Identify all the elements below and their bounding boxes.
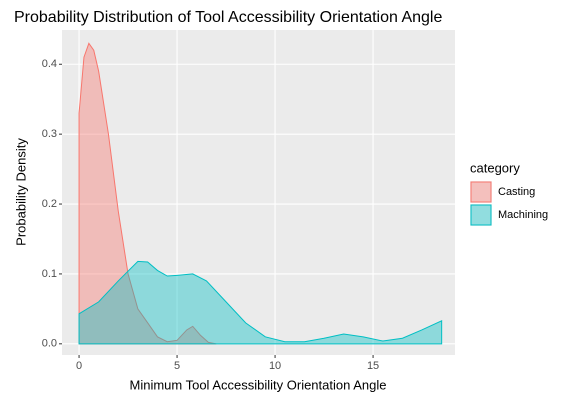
legend-key-bg — [470, 204, 492, 226]
chart-title: Probability Distribution of Tool Accessi… — [14, 9, 442, 26]
plot-panel — [62, 30, 455, 355]
density-area — [78, 42, 217, 345]
legend-key-bg — [470, 181, 492, 203]
legend-key — [470, 181, 492, 203]
x-tick-label: 0 — [76, 360, 82, 372]
x-tick-label: 15 — [367, 360, 379, 372]
legend-key — [470, 204, 492, 226]
y-tick-label: 0.2 — [42, 198, 57, 210]
legend-title: category — [470, 160, 520, 175]
y-axis-label: Probability Density — [13, 138, 28, 246]
x-axis-label: Minimum Tool Accessibility Orientation A… — [130, 377, 387, 392]
legend-label: Casting — [498, 186, 535, 198]
y-tick-label: 0.1 — [42, 268, 57, 280]
y-tick-label: 0.0 — [42, 338, 57, 350]
x-tick-label: 10 — [269, 360, 281, 372]
legend-label: Machining — [498, 209, 548, 221]
density-area — [78, 260, 443, 345]
y-tick-label: 0.3 — [42, 128, 57, 140]
x-tick-label: 5 — [174, 360, 180, 372]
y-tick-label: 0.4 — [42, 58, 57, 70]
